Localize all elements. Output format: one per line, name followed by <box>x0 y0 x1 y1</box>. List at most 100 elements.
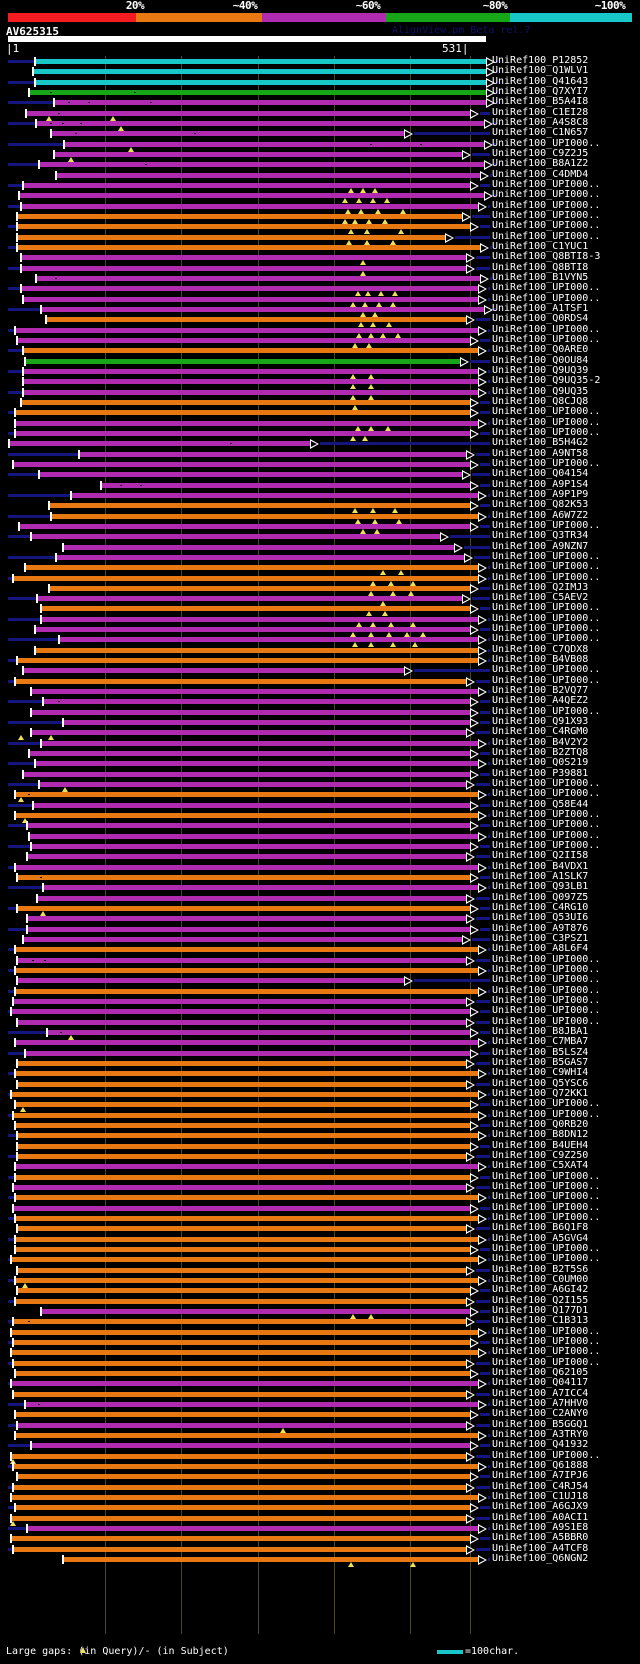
hsp-bar[interactable] <box>12 1485 466 1490</box>
alignment-row[interactable]: UniRef100_UPI000.. <box>0 810 640 823</box>
alignment-row[interactable]: UniRef100_C2ANY0 <box>0 1409 640 1421</box>
hsp-bar[interactable] <box>12 999 466 1004</box>
alignment-row[interactable]: UniRef100_Q177D1 <box>0 1306 640 1319</box>
hsp-bar[interactable] <box>16 1020 466 1025</box>
alignment-row[interactable]: UniRef100_B2VQ77 <box>0 686 640 698</box>
hit-label[interactable]: UniRef100_Q097Z5 <box>492 892 589 903</box>
hsp-bar[interactable] <box>22 937 462 942</box>
hit-label[interactable]: UniRef100_C7MBA7 <box>492 1036 589 1047</box>
hit-label[interactable]: UniRef100_B4UEH4 <box>492 1140 589 1151</box>
hsp-bar[interactable] <box>10 1330 478 1335</box>
hsp-bar[interactable] <box>16 658 478 663</box>
hsp-bar[interactable] <box>14 989 478 994</box>
hsp-bar[interactable] <box>62 720 470 725</box>
alignment-row[interactable]: UniRef100_B8DN12 <box>0 1130 640 1142</box>
hsp-bar[interactable] <box>24 1402 478 1407</box>
alignment-row[interactable]: UniRef100_A9S1E8 <box>0 1523 640 1535</box>
hsp-bar[interactable] <box>26 927 470 932</box>
alignment-row[interactable]: UniRef100_Q82K53 <box>0 500 640 513</box>
hsp-bar[interactable] <box>22 390 478 395</box>
hit-label[interactable]: UniRef100_C4RG10 <box>492 902 589 913</box>
hsp-bar[interactable] <box>30 844 470 849</box>
alignment-row[interactable]: UniRef100_Q93LB1 <box>0 882 640 894</box>
hit-label[interactable]: UniRef100_Q0RB20 <box>492 1119 589 1130</box>
hsp-bar[interactable] <box>16 1423 466 1428</box>
hit-label[interactable]: UniRef100_Q0S219 <box>492 757 589 768</box>
hsp-bar[interactable] <box>100 483 470 488</box>
alignment-row[interactable]: UniRef100_C1N657 <box>0 128 640 140</box>
hit-label[interactable]: UniRef100_Q91X93 <box>492 716 589 727</box>
hit-label[interactable]: UniRef100_B2T5S6 <box>492 1264 589 1275</box>
hsp-bar[interactable] <box>24 1051 470 1056</box>
hit-label[interactable]: UniRef100_UPI000.. <box>492 830 601 841</box>
hsp-bar[interactable] <box>12 1319 466 1324</box>
hsp-bar[interactable] <box>50 514 478 519</box>
hit-label[interactable]: UniRef100_B5H4G2 <box>492 437 589 448</box>
hsp-bar[interactable] <box>14 431 470 436</box>
alignment-row[interactable]: UniRef100_Q04117 <box>0 1378 640 1390</box>
hit-label[interactable]: UniRef100_C5XAT4 <box>492 1160 589 1171</box>
hit-label[interactable]: UniRef100_UPI000.. <box>492 706 601 717</box>
hsp-bar[interactable] <box>14 328 478 333</box>
hit-label[interactable]: UniRef100_A9T876 <box>492 923 589 934</box>
hsp-bar[interactable] <box>55 173 480 178</box>
hsp-bar[interactable] <box>12 462 470 467</box>
hit-label[interactable]: UniRef100_Q93LB1 <box>492 881 589 892</box>
hit-label[interactable]: UniRef100_C5AEV2 <box>492 592 589 603</box>
hit-label[interactable]: UniRef100_UPI000.. <box>492 778 601 789</box>
alignment-row[interactable]: UniRef100_UPI000.. <box>0 573 640 586</box>
hsp-bar[interactable] <box>55 555 464 560</box>
hit-label[interactable]: UniRef100_B6Q1F8 <box>492 1222 589 1233</box>
hit-label[interactable]: UniRef100_UPI000.. <box>492 1181 601 1192</box>
hsp-bar[interactable] <box>28 751 470 756</box>
hit-label[interactable]: UniRef100_C1EI28 <box>492 107 589 118</box>
alignment-row[interactable]: UniRef100_UPI000.. <box>0 820 640 832</box>
hit-label[interactable]: UniRef100_UPI000.. <box>492 1005 601 1016</box>
hsp-bar[interactable] <box>14 1040 478 1045</box>
alignment-row[interactable]: UniRef100_Q9UQ35 <box>0 387 640 400</box>
hsp-bar[interactable] <box>14 1371 470 1376</box>
alignment-row[interactable]: UniRef100_UPI000.. <box>0 521 640 534</box>
hit-label[interactable]: UniRef100_A9P1P9 <box>492 489 589 500</box>
hsp-bar[interactable] <box>63 142 484 147</box>
alignment-row[interactable]: UniRef100_Q61888 <box>0 1461 640 1473</box>
alignment-row[interactable]: UniRef100_B8A1Z2 <box>0 159 640 171</box>
alignment-row[interactable]: UniRef100_UPI000.. <box>0 1254 640 1266</box>
hit-label[interactable]: UniRef100_UPI000.. <box>492 1191 601 1202</box>
alignment-row[interactable]: UniRef100_B4V2Y2 <box>0 738 640 750</box>
hsp-bar[interactable] <box>14 1278 478 1283</box>
hit-label[interactable]: UniRef100_A9NZN7 <box>492 541 589 552</box>
hit-label[interactable]: UniRef100_UPI000.. <box>492 282 601 293</box>
hsp-bar[interactable] <box>34 648 478 653</box>
alignment-row[interactable]: UniRef100_UPI000.. <box>0 1358 640 1370</box>
alignment-row[interactable]: UniRef100_UPI000.. <box>0 552 640 564</box>
alignment-row[interactable]: UniRef100_UPI000.. <box>0 603 640 616</box>
hsp-bar[interactable] <box>70 493 478 498</box>
hsp-bar[interactable] <box>38 472 462 477</box>
alignment-row[interactable]: UniRef100_UPI000.. <box>0 1110 640 1122</box>
alignment-row[interactable]: UniRef100_A7HHV0 <box>0 1399 640 1411</box>
hit-label[interactable]: UniRef100_UPI000.. <box>492 1016 601 1027</box>
hit-label[interactable]: UniRef100_UPI000.. <box>492 1326 601 1337</box>
alignment-row[interactable]: UniRef100_UPI000.. <box>0 1244 640 1256</box>
hsp-bar[interactable] <box>10 1495 478 1500</box>
hit-label[interactable]: UniRef100_Q8BTI8-3 <box>492 251 601 262</box>
hit-label[interactable]: UniRef100_UPI000.. <box>492 324 601 335</box>
hit-label[interactable]: UniRef100_A6GI42 <box>492 1284 589 1295</box>
alignment-row[interactable]: UniRef100_Q2I155 <box>0 1296 640 1308</box>
hsp-bar[interactable] <box>16 235 445 240</box>
hsp-bar[interactable] <box>26 823 470 828</box>
alignment-row[interactable]: UniRef100_B1VYN5 <box>0 273 640 285</box>
alignment-row[interactable]: UniRef100_UPI000.. <box>0 665 640 677</box>
hit-label[interactable]: UniRef100_B5GAS7 <box>492 1057 589 1068</box>
hit-label[interactable]: UniRef100_UPI000.. <box>492 179 601 190</box>
alignment-row[interactable]: UniRef100_UPI000.. <box>0 1327 640 1339</box>
alignment-row[interactable]: UniRef100_UPI000.. <box>0 459 640 471</box>
hit-label[interactable]: UniRef100_C4RGM0 <box>492 726 589 737</box>
alignment-row[interactable]: UniRef100_UPI000.. <box>0 562 640 575</box>
hit-label[interactable]: UniRef100_C1B313 <box>492 1315 589 1326</box>
alignment-row[interactable]: UniRef100_Q0OU84 <box>0 356 640 368</box>
alignment-row[interactable]: UniRef100_UPI000.. <box>0 1347 640 1359</box>
hit-label[interactable]: UniRef100_B4VB08 <box>492 654 589 665</box>
hsp-bar[interactable] <box>26 916 466 921</box>
